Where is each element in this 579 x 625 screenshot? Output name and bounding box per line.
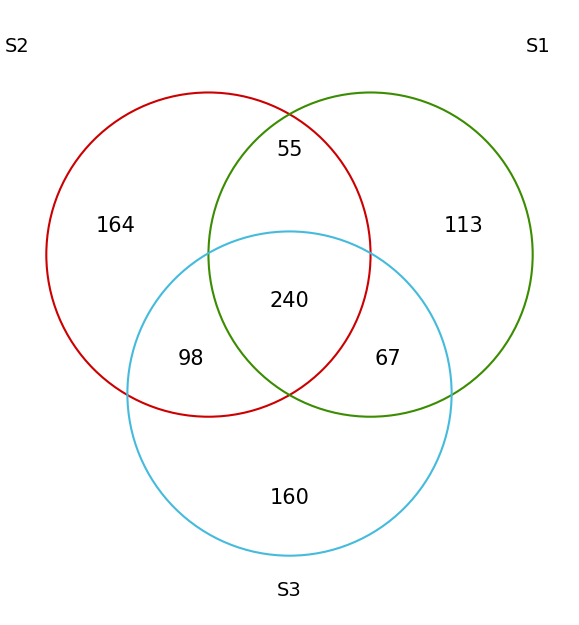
- Text: 113: 113: [444, 216, 483, 236]
- Text: 160: 160: [270, 488, 309, 508]
- Text: 67: 67: [375, 349, 401, 369]
- Text: S3: S3: [277, 581, 302, 600]
- Text: 98: 98: [178, 349, 204, 369]
- Text: 164: 164: [96, 216, 135, 236]
- Text: S1: S1: [526, 37, 551, 56]
- Text: 240: 240: [270, 291, 309, 311]
- Text: S2: S2: [5, 37, 30, 56]
- Text: 55: 55: [276, 141, 303, 161]
